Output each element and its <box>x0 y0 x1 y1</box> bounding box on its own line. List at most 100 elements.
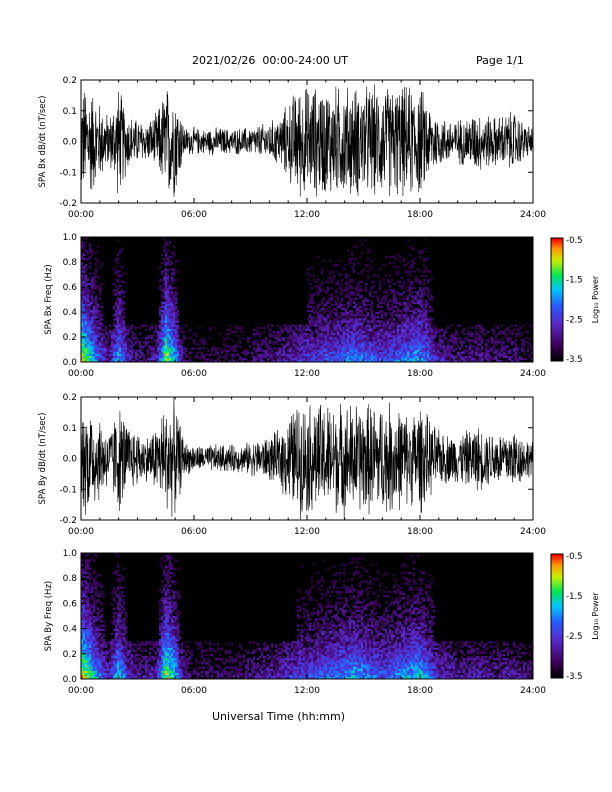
spectrogram-cell <box>109 330 112 334</box>
spectrogram-cell <box>93 599 96 602</box>
spectrogram-cell <box>297 339 300 342</box>
spectrogram-cell <box>315 355 318 359</box>
spectrogram-cell <box>169 349 172 352</box>
spectrogram-cell <box>273 332 276 336</box>
spectrogram-cell <box>309 274 312 277</box>
colorbar-cell <box>551 338 563 341</box>
spectrogram-cell <box>407 295 410 298</box>
spectrogram-cell <box>121 355 124 359</box>
spectrogram-cell <box>343 330 346 334</box>
spectrogram-cell <box>115 351 118 354</box>
spectrogram-cell <box>409 349 412 352</box>
spectrogram-cell <box>83 655 86 659</box>
spectrogram-cell <box>395 301 398 304</box>
spectrogram-cell <box>179 357 182 361</box>
spectrogram-cell <box>259 345 262 348</box>
spectrogram-cell <box>399 349 402 352</box>
spectrogram-cell <box>373 343 376 346</box>
spectrogram-cell <box>303 357 306 361</box>
spectrogram-cell <box>129 351 132 354</box>
spectrogram-cell <box>81 270 84 273</box>
spectrogram-cell <box>365 332 368 336</box>
spectrogram-cell <box>357 339 360 342</box>
spectrogram-cell <box>459 324 462 327</box>
spectrogram-cell <box>411 359 414 363</box>
spectrogram-cell <box>85 653 88 657</box>
spectrogram-cell <box>423 345 426 348</box>
spectrogram-cell <box>87 337 90 340</box>
spectrogram-cell <box>389 345 392 348</box>
spectrogram-cell <box>173 272 176 275</box>
spectrogram-cell <box>457 351 460 354</box>
spectrogram-cell <box>87 622 90 625</box>
spectrogram-cell <box>109 353 112 357</box>
spectrogram-cell <box>95 555 98 558</box>
spectrogram-cell <box>385 332 388 336</box>
spectrogram-cell <box>361 280 364 284</box>
spectrogram-cell <box>97 595 100 598</box>
spectrogram-cell <box>225 349 228 352</box>
spectrogram-cell <box>375 351 378 354</box>
spectrogram-cell <box>87 603 90 606</box>
spectrogram-cell <box>355 357 358 361</box>
spectrogram-cell <box>97 676 100 680</box>
spectrogram-cell <box>403 297 406 300</box>
spectrogram-cell <box>369 293 372 296</box>
spectrogram-cell <box>83 595 86 598</box>
spectrogram-cell <box>379 312 382 315</box>
spectrogram-cell <box>355 339 358 342</box>
spectrogram-cell <box>101 316 104 319</box>
spectrogram-cell <box>387 345 390 348</box>
spectrogram-cell <box>97 347 100 350</box>
spectrogram-cell <box>515 355 518 359</box>
spectrogram-cell <box>159 351 162 354</box>
spectrogram-cell <box>159 266 162 269</box>
spectrogram-cell <box>439 347 442 350</box>
spectrogram-cell <box>169 337 172 340</box>
spectrogram-cell <box>119 318 122 321</box>
spectrogram-cell <box>399 314 402 317</box>
spectrogram-cell <box>371 343 374 346</box>
spectrogram-cell <box>393 299 396 302</box>
spectrogram-cell <box>289 328 292 332</box>
spectrogram-cell <box>115 349 118 352</box>
spectrogram-cell <box>157 347 160 350</box>
spectrogram-cell <box>91 276 94 279</box>
spectrogram-cell <box>115 316 118 319</box>
spectrogram-cell <box>517 347 520 350</box>
spectrogram-cell <box>165 351 168 354</box>
spectrogram-cell <box>357 359 360 363</box>
spectrogram-cell <box>351 266 354 269</box>
spectrogram-cell <box>337 345 340 348</box>
colorbar-cell <box>551 326 563 329</box>
spectrogram-cell <box>277 347 280 350</box>
spectrogram-cell <box>107 357 110 361</box>
spectrogram-cell <box>115 341 118 344</box>
spectrogram-cell <box>509 330 512 334</box>
spectrogram-cell <box>177 320 180 323</box>
spectrogram-cell <box>459 355 462 359</box>
spectrogram-cell <box>395 337 398 340</box>
spectrogram-cell <box>87 328 90 332</box>
spectrogram-cell <box>359 297 362 300</box>
spectrogram-cell <box>317 330 320 334</box>
spectrogram-cell <box>365 345 368 348</box>
spectrogram-cell <box>81 307 84 311</box>
spectrogram-cell <box>457 353 460 357</box>
spectrogram-cell <box>409 334 412 338</box>
spectrogram-cell <box>89 266 92 269</box>
spectrogram-cell <box>259 355 262 359</box>
spectrogram-cell <box>165 322 168 325</box>
spectrogram-cell <box>385 349 388 352</box>
spectrogram-cell <box>335 307 338 311</box>
spectrogram-cell <box>157 339 160 342</box>
spectrogram-cell <box>85 597 88 600</box>
colorbar-cell <box>551 240 563 243</box>
spectrogram-cell <box>353 334 356 338</box>
spectrogram-cell <box>403 359 406 363</box>
spectrogram-cell <box>91 332 94 336</box>
spectrogram-cell <box>345 307 348 311</box>
spectrogram-cell <box>317 343 320 346</box>
spectrogram-cell <box>445 328 448 332</box>
spectrogram-cell <box>367 320 370 323</box>
